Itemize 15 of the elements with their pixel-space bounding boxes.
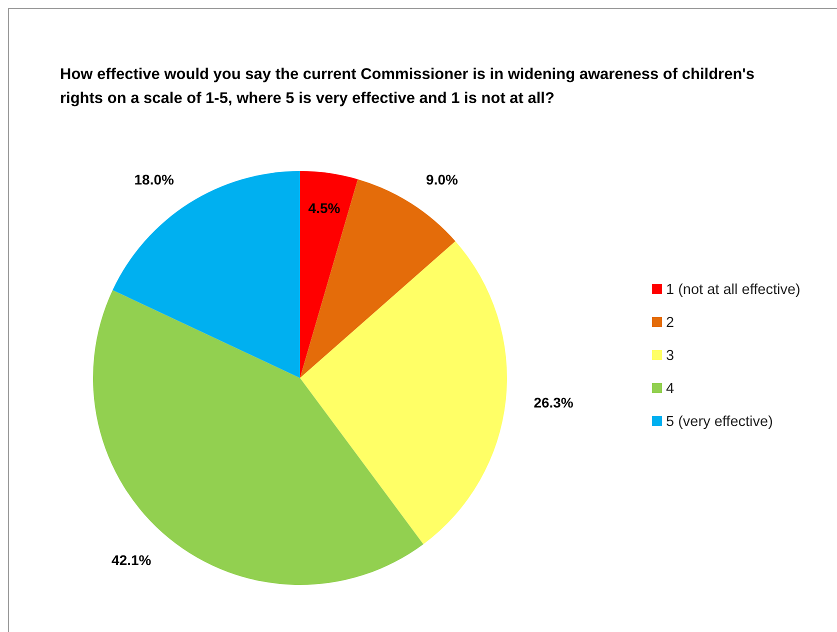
data-label: 9.0% <box>426 172 458 188</box>
pie-slice <box>93 290 424 585</box>
data-label: 18.0% <box>134 172 175 188</box>
pie-slice <box>300 171 358 378</box>
data-label: 26.3% <box>534 394 574 411</box>
legend-label: 1 (not at all effective) <box>666 282 800 298</box>
data-label: 42.1% <box>112 552 152 568</box>
legend-label: 2 <box>666 315 674 332</box>
pie-slice <box>300 241 507 544</box>
legend-label: 3 <box>666 348 674 364</box>
chart-title: How effective would you say the current Commissioner is in widening awareness of children's rights on a scale of 1-5, where 5 is very effective and 1 is not at all? <box>60 66 754 107</box>
pie-slice <box>112 171 300 378</box>
legend-label: 5 (very effective) <box>666 414 773 430</box>
data-label: 4.5% <box>308 200 341 216</box>
legend-label: 4 <box>666 381 674 398</box>
